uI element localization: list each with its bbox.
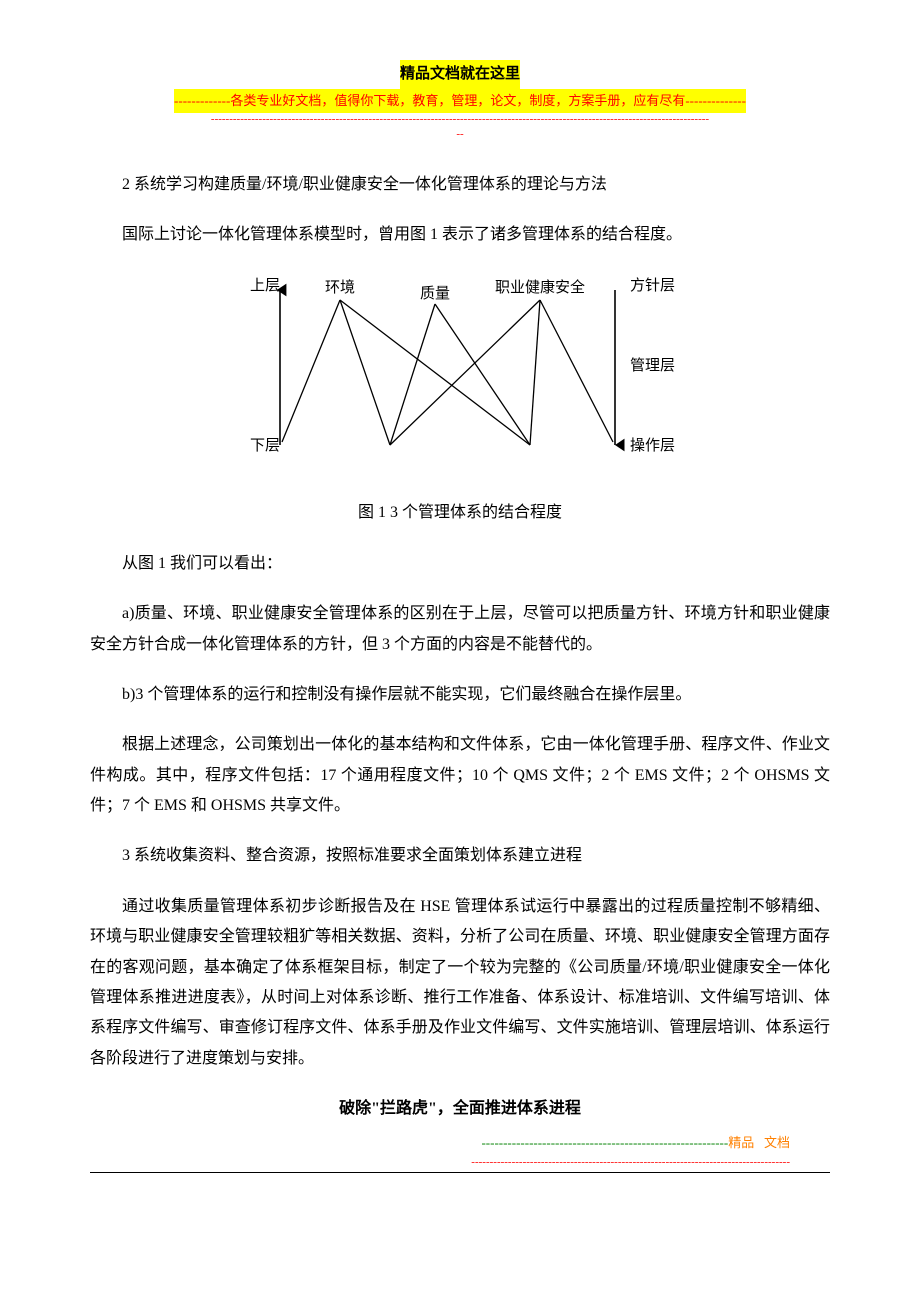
header-dashline-1: ----------------------------------------… bbox=[90, 113, 830, 126]
paragraph-2: 从图 1 我们可以看出： bbox=[90, 549, 830, 579]
figure-caption: 图 1 3 个管理体系的结合程度 bbox=[90, 498, 830, 528]
footer-rule bbox=[90, 1172, 830, 1173]
paragraph-4: b)3 个管理体系的运行和控制没有操作层就不能实现，它们最终融合在操作层里。 bbox=[90, 680, 830, 710]
col-quality: 质量 bbox=[420, 285, 450, 302]
paragraph-3: a)质量、环境、职业健康安全管理体系的区别在于上层，尽管可以把质量方针、环境方针… bbox=[90, 599, 830, 660]
footer-dashes: ----------------------------------------… bbox=[481, 1135, 728, 1150]
label-policy-layer: 方针层 bbox=[630, 277, 675, 294]
footer-green-line: ----------------------------------------… bbox=[90, 1131, 830, 1156]
paragraph-1: 国际上讨论一体化管理体系模型时，曾用图 1 表示了诸多管理体系的结合程度。 bbox=[90, 220, 830, 250]
management-diagram: 上层 下层 方针层 管理层 操作层 环境 质量 职业健康安全 bbox=[220, 270, 700, 480]
page-footer: ----------------------------------------… bbox=[90, 1131, 830, 1173]
header-title: 精品文档就在这里 bbox=[400, 60, 520, 89]
footer-label-1: 精品 bbox=[728, 1135, 754, 1150]
col-env: 环境 bbox=[325, 278, 355, 296]
main-content: 2 系统学习构建质量/环境/职业健康安全一体化管理体系的理论与方法 国际上讨论一… bbox=[90, 170, 830, 1173]
paragraph-5: 根据上述理念，公司策划出一体化的基本结构和文件体系，它由一体化管理手册、程序文件… bbox=[90, 730, 830, 821]
diagram-figure: 上层 下层 方针层 管理层 操作层 环境 质量 职业健康安全 bbox=[90, 270, 830, 480]
bold-heading: 破除"拦路虎"，全面推进体系进程 bbox=[90, 1094, 830, 1124]
label-manage-layer: 管理层 bbox=[630, 357, 675, 374]
col-ohs: 职业健康安全 bbox=[495, 278, 585, 296]
footer-red-dash: ----------------------------------------… bbox=[90, 1155, 830, 1169]
page-header: 精品文档就在这里 -------------各类专业好文档，值得你下载，教育，管… bbox=[90, 60, 830, 142]
paragraph-6: 通过收集质量管理体系初步诊断报告及在 HSE 管理体系试运行中暴露出的过程质量控… bbox=[90, 892, 830, 1074]
label-upper: 上层 bbox=[250, 277, 280, 294]
header-subtitle: -------------各类专业好文档，值得你下载，教育，管理，论文，制度，方… bbox=[174, 89, 746, 114]
footer-label-2: 文档 bbox=[764, 1135, 790, 1150]
label-lower: 下层 bbox=[250, 438, 280, 454]
label-operate-layer: 操作层 bbox=[630, 437, 675, 454]
section2-title: 2 系统学习构建质量/环境/职业健康安全一体化管理体系的理论与方法 bbox=[90, 170, 830, 200]
header-dashline-2: -- bbox=[90, 128, 830, 141]
section3-title: 3 系统收集资料、整合资源，按照标准要求全面策划体系建立进程 bbox=[90, 841, 830, 871]
